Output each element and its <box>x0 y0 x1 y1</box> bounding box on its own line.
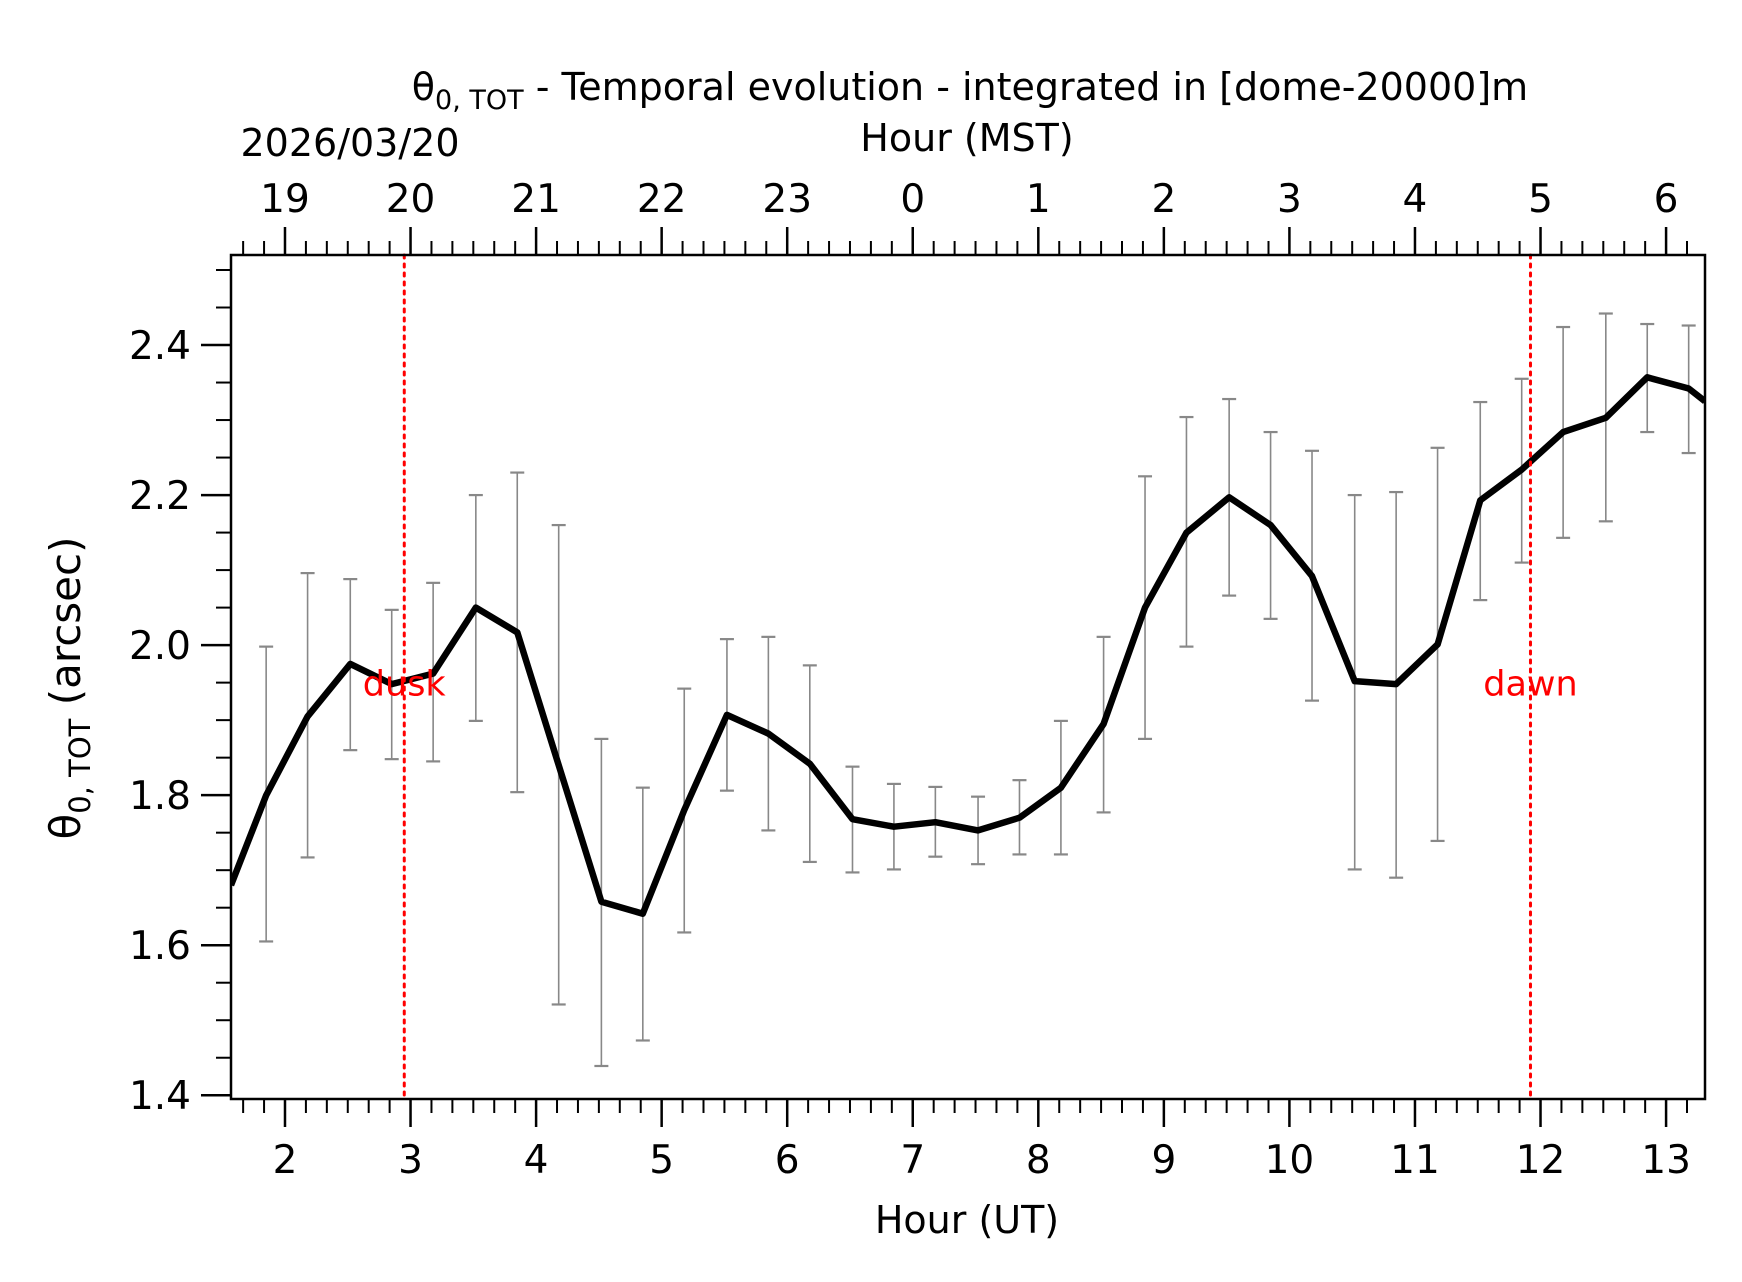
axes-frame <box>229 253 1707 1101</box>
title-text: - Temporal evolution - integrated in [do… <box>524 65 1529 109</box>
y-label-subscript: 0, TOT <box>63 718 97 813</box>
top-tick-label: 1 <box>1026 177 1051 222</box>
y-label-symbol: θ <box>41 814 90 840</box>
x-tick-label: 13 <box>1641 1138 1691 1183</box>
x-tick-label: 8 <box>1026 1138 1051 1183</box>
top-tick-label: 22 <box>637 177 687 222</box>
y-tick-label: 1.8 <box>129 774 191 819</box>
y-tick-label: 1.6 <box>129 924 191 969</box>
top-tick-label: 4 <box>1403 177 1428 222</box>
x-tick-label: 7 <box>900 1138 925 1183</box>
top-axis-label: Hour (MST) <box>860 116 1073 160</box>
chart-title: θ0, TOT - Temporal evolution - integrate… <box>412 65 1528 116</box>
top-tick-label: 3 <box>1277 177 1302 222</box>
y-axis-label: θ0, TOT (arcsec) <box>41 537 97 840</box>
annotation-label-dawn: dawn <box>1483 665 1577 705</box>
y-tick-label: 2.0 <box>129 624 191 669</box>
top-tick-label: 0 <box>900 177 925 222</box>
x-tick-label: 5 <box>649 1138 674 1183</box>
x-tick-label: 6 <box>775 1138 800 1183</box>
x-tick-label: 2 <box>273 1138 298 1183</box>
y-label-text: (arcsec) <box>41 537 90 719</box>
top-tick-label: 23 <box>762 177 812 222</box>
top-tick-label: 19 <box>260 177 310 222</box>
title-subscript: 0, TOT <box>435 85 524 116</box>
x-axis-label: Hour (UT) <box>875 1198 1059 1242</box>
x-tick-label: 10 <box>1265 1138 1315 1183</box>
top-tick-label: 5 <box>1528 177 1553 222</box>
x-tick-label: 3 <box>398 1138 423 1183</box>
x-tick-label: 11 <box>1390 1138 1440 1183</box>
top-tick-label: 21 <box>511 177 561 222</box>
x-tick-label: 4 <box>524 1138 549 1183</box>
top-tick-label: 2 <box>1151 177 1176 222</box>
y-tick-label: 2.2 <box>129 474 191 519</box>
x-tick-label: 9 <box>1151 1138 1176 1183</box>
date-label: 2026/03/20 <box>240 121 459 165</box>
top-tick-label: 6 <box>1654 177 1679 222</box>
y-tick-label: 2.4 <box>129 324 191 369</box>
annotation-label-dusk: dusk <box>363 665 447 705</box>
x-tick-label: 12 <box>1516 1138 1566 1183</box>
title-symbol: θ <box>412 65 435 109</box>
top-tick-label: 20 <box>386 177 436 222</box>
y-tick-label: 1.4 <box>129 1074 191 1119</box>
